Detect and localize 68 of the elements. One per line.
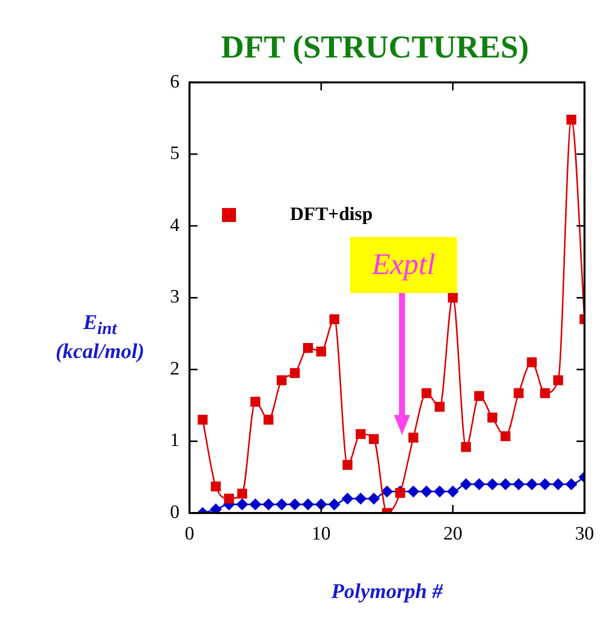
point: [342, 492, 354, 505]
y-axis-title: E$_{int}$ (kcal/mol): [54, 310, 146, 364]
point: [460, 478, 472, 490]
point: [356, 429, 366, 440]
point: [395, 488, 406, 498]
point: [422, 388, 432, 398]
point: [368, 492, 380, 505]
point: [474, 391, 484, 401]
point: [407, 485, 420, 498]
point: [514, 388, 524, 398]
y-tick-label: 3: [170, 286, 180, 308]
point: [408, 432, 418, 443]
point: [566, 114, 576, 125]
point: [512, 478, 525, 490]
point: [250, 396, 260, 407]
point: [328, 498, 340, 510]
point: [434, 402, 445, 412]
point: [264, 414, 274, 425]
point: [486, 478, 498, 490]
point: [473, 478, 486, 490]
point: [210, 481, 221, 492]
point: [354, 492, 367, 505]
point: [368, 434, 379, 444]
point: [526, 478, 538, 490]
point: [249, 498, 262, 510]
y-tick-label: 0: [170, 502, 180, 523]
y-tick-label: 4: [170, 214, 180, 236]
y-tick-label: 1: [170, 430, 180, 452]
point: [288, 498, 301, 510]
point: [540, 388, 550, 398]
x-axis-title: Polymorph #: [330, 578, 444, 603]
x-tick-label: 10: [312, 523, 331, 544]
point: [224, 494, 234, 504]
point: [553, 375, 564, 386]
point: [552, 478, 564, 490]
point: [276, 375, 287, 386]
point: [420, 485, 432, 498]
point: [448, 292, 458, 303]
point: [434, 485, 446, 498]
point: [539, 478, 551, 490]
point: [500, 431, 510, 442]
y-tick-label: 6: [170, 71, 180, 92]
point: [316, 346, 326, 356]
point: [500, 478, 512, 490]
point: [236, 498, 248, 510]
point: [198, 414, 208, 425]
point: [303, 342, 313, 353]
point: [565, 478, 578, 490]
point: [237, 488, 248, 499]
y-tick-label: 5: [170, 143, 180, 164]
annotation: Exptl: [350, 237, 457, 293]
text: DFT+disp: [290, 204, 373, 226]
point: [342, 460, 352, 470]
point: [487, 412, 498, 422]
x-tick-label: 20: [443, 523, 462, 544]
point: [329, 314, 340, 324]
point: [276, 498, 288, 510]
x-tick-label: 30: [575, 523, 594, 544]
point: [381, 485, 393, 498]
point: [446, 485, 459, 498]
point: [262, 498, 274, 510]
point: [290, 368, 300, 378]
x-tick-label: 0: [184, 523, 194, 544]
chart-title: DFT (STRUCTURES): [221, 28, 529, 64]
y-tick-label: 2: [170, 358, 180, 380]
point: [302, 498, 314, 510]
point: [461, 442, 471, 452]
point: [526, 357, 537, 368]
